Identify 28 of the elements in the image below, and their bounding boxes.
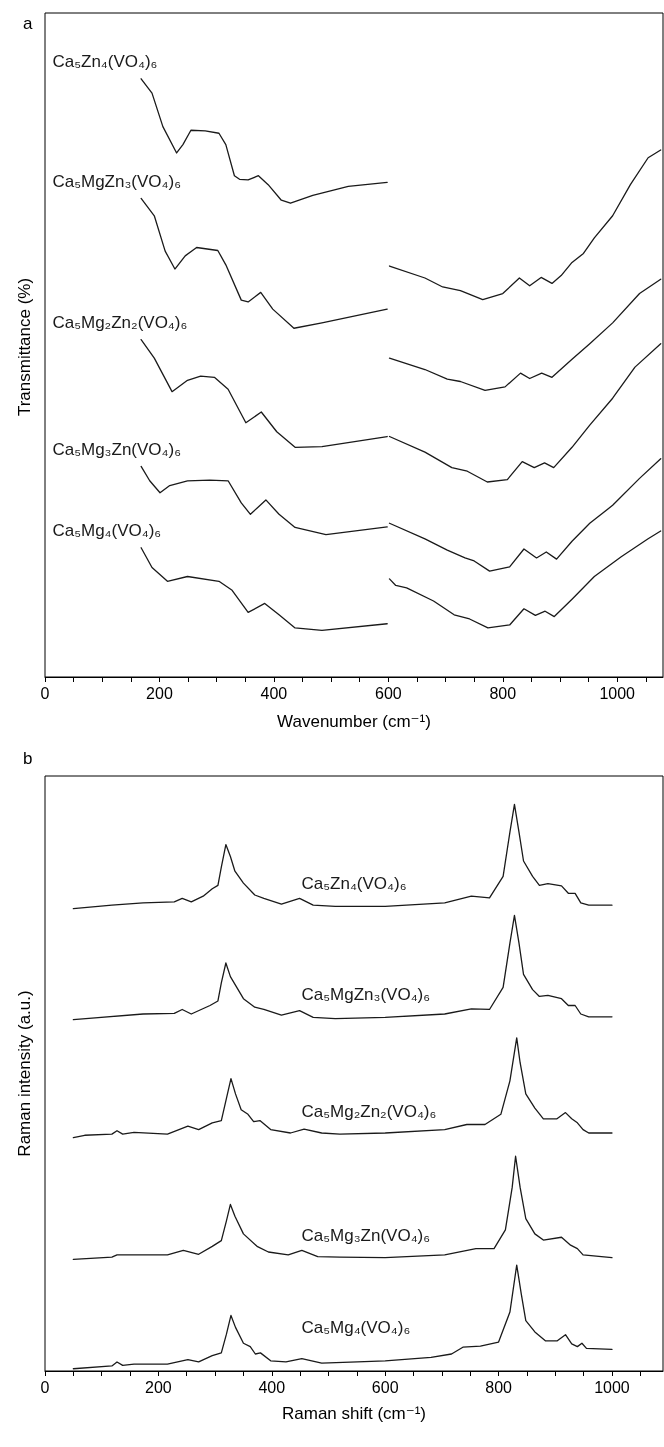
x-tick-label: 1000 bbox=[599, 684, 636, 702]
x-tick-label: 800 bbox=[485, 1378, 513, 1396]
series-label: Ca₅Mg₃Zn(VO₄)₆ bbox=[52, 439, 182, 459]
chart-title: a bbox=[23, 14, 33, 33]
x-tick-label: 0 bbox=[40, 684, 50, 702]
y-axis-title: Transmittance (%) bbox=[14, 277, 34, 417]
series-label: Ca₅Zn₄(VO₄)₆ bbox=[52, 52, 158, 72]
x-tick-label: 200 bbox=[146, 684, 173, 702]
x-tick-label: 1000 bbox=[594, 1378, 630, 1396]
x-axis-title: Raman shift (cm⁻¹) bbox=[281, 1404, 427, 1423]
x-tick-label: 600 bbox=[374, 684, 402, 702]
series-label: Ca₅Zn₄(VO₄)₆ bbox=[301, 873, 407, 893]
series-label: Ca₅MgZn₃(VO₄)₆ bbox=[52, 171, 182, 191]
series-label: Ca₅Mg₂Zn₂(VO₄)₆ bbox=[52, 313, 188, 333]
series-label: Ca₅Mg₃Zn(VO₄)₆ bbox=[301, 1226, 431, 1246]
x-axis-title: Wavenumber (cm⁻¹) bbox=[277, 712, 431, 731]
chart-title: b bbox=[23, 749, 33, 768]
x-tick-label: 400 bbox=[258, 1378, 286, 1396]
series-label: Ca₅Mg₂Zn₂(VO₄)₆ bbox=[301, 1101, 437, 1121]
x-tick-label: 200 bbox=[145, 1378, 172, 1396]
x-tick-label: 800 bbox=[489, 684, 517, 702]
series-label: Ca₅Mg₄(VO₄)₆ bbox=[52, 521, 162, 541]
x-tick-label: 400 bbox=[260, 684, 288, 702]
series-label: Ca₅Mg₄(VO₄)₆ bbox=[301, 1317, 411, 1337]
x-tick-label: 600 bbox=[371, 1378, 399, 1396]
series-label: Ca₅MgZn₃(VO₄)₆ bbox=[301, 985, 431, 1005]
y-axis-title: Raman intensity (a.u.) bbox=[14, 990, 34, 1157]
x-tick-label: 0 bbox=[40, 1378, 50, 1396]
